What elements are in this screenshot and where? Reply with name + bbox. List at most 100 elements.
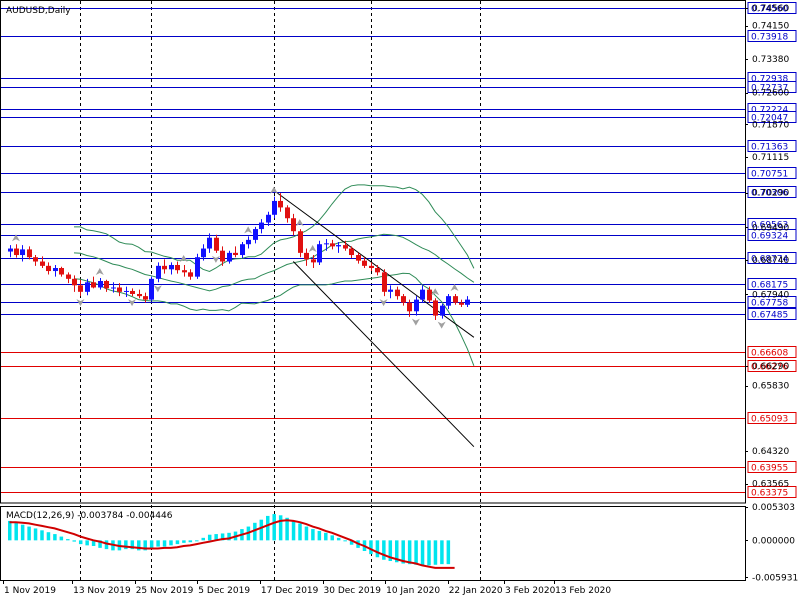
- bullish-candle: [124, 286, 129, 298]
- bearish-candle: [343, 240, 348, 251]
- macd-histogram-bar: [195, 540, 199, 542]
- candle-body: [330, 243, 335, 247]
- bearish-candle: [298, 229, 303, 258]
- level-label-box: [747, 167, 797, 179]
- bearish-candle: [395, 286, 400, 300]
- bullish-candle: [8, 245, 13, 258]
- macd-histogram-bar: [317, 530, 322, 541]
- candle-body: [304, 252, 309, 260]
- macd-histogram-bar: [78, 540, 83, 545]
- date-tick-label: 1 Nov 2019: [4, 586, 56, 596]
- candle-body: [414, 299, 419, 312]
- bullish-candle: [207, 233, 212, 253]
- fractal-up-icon: [269, 186, 278, 194]
- macd-histogram-bar: [414, 540, 418, 565]
- horizontal-levels: [1, 8, 745, 493]
- price-tick-label: 0.68740: [752, 256, 789, 266]
- fractal-up-icon: [244, 226, 253, 234]
- bullish-candle: [156, 262, 161, 283]
- candle-body: [285, 207, 290, 219]
- candle-body: [188, 272, 193, 277]
- bearish-candle: [175, 261, 180, 274]
- candle-body: [465, 299, 470, 305]
- macd-histogram-bar: [33, 528, 38, 541]
- level-label-box: [747, 461, 797, 473]
- price-tick-label: 0.64320: [752, 447, 789, 457]
- macd-histogram-bar: [14, 522, 18, 541]
- fractal-down-icon: [437, 321, 446, 329]
- candle-body: [195, 257, 200, 277]
- bullish-candle: [414, 296, 419, 316]
- candle-body: [175, 264, 180, 271]
- bearish-candle: [214, 234, 219, 253]
- bullish-candle: [317, 240, 322, 265]
- bearish-candle: [220, 246, 225, 266]
- macd-histogram-bar: [66, 539, 70, 541]
- macd-tick-label: 0.005303: [752, 503, 795, 513]
- candle-body: [459, 302, 464, 305]
- bollinger-upper-line: [74, 184, 475, 273]
- chart-frames: [0, 0, 746, 581]
- macd-histogram-bar: [401, 540, 405, 564]
- level-label: 0.71363: [751, 143, 788, 153]
- candle-body: [78, 285, 83, 292]
- level-label: 0.69563: [751, 221, 788, 231]
- bearish-candle: [356, 252, 361, 264]
- fractal-up-icon: [11, 234, 20, 242]
- candle-body: [259, 222, 264, 230]
- macd-histogram-bar: [343, 540, 347, 542]
- date-tick-label: 22 Jan 2020: [449, 586, 503, 596]
- macd-histogram-bar: [407, 540, 412, 565]
- macd-histogram-bar: [369, 540, 373, 555]
- macd-histogram-bar: [388, 540, 393, 562]
- date-tick-label: 17 Dec 2019: [261, 586, 319, 596]
- macd-histogram-bar: [162, 540, 167, 547]
- fractal-up-icon: [450, 283, 459, 291]
- macd-histogram-bar: [395, 540, 399, 563]
- fractal-down-icon: [211, 255, 220, 263]
- macd-histogram-bar: [156, 540, 160, 547]
- bullish-candle: [195, 253, 200, 279]
- bearish-candle: [459, 299, 464, 307]
- bearish-candle: [304, 248, 309, 266]
- macd-tick-label: -0.005931: [752, 573, 798, 583]
- bearish-candle: [91, 276, 96, 289]
- level-label-box: [747, 412, 797, 424]
- candle-body: [227, 252, 232, 262]
- macd-signal-line: [9, 519, 455, 569]
- fractal-down-icon: [128, 299, 137, 307]
- candle-body: [156, 265, 161, 279]
- macd-frame: [0, 506, 746, 581]
- bearish-candle: [330, 239, 335, 250]
- macd-histogram-bar: [382, 540, 386, 560]
- candle-body: [85, 282, 90, 292]
- fractal-up-icon: [95, 267, 104, 275]
- macd-histogram-bar: [272, 514, 276, 541]
- candle-body: [59, 268, 64, 275]
- macd-histogram-bar: [285, 517, 289, 541]
- level-label: 0.72737: [751, 84, 788, 94]
- macd-panel: [8, 514, 455, 569]
- bearish-candle: [137, 289, 142, 299]
- bullish-candle: [149, 276, 154, 302]
- macd-histogram-bar: [349, 540, 354, 545]
- bullish-candle: [201, 244, 206, 261]
- bullish-candle: [440, 303, 445, 319]
- level-label: 0.67758: [751, 299, 788, 309]
- date-axis: 1 Nov 2019 13 Nov 2019 25 Nov 2019 5 Dec 20…: [3, 580, 611, 596]
- bullish-candle: [240, 242, 245, 259]
- level-label: 0.65093: [751, 415, 788, 425]
- bearish-candle: [182, 264, 187, 277]
- level-label: 0.72224: [751, 106, 788, 116]
- bullish-candle: [465, 296, 470, 307]
- macd-histogram-bar: [227, 532, 231, 541]
- macd-histogram-bar: [427, 540, 431, 566]
- price-tick-label: 0.69490: [752, 223, 789, 233]
- bearish-candle: [162, 259, 167, 274]
- candle-body: [53, 268, 58, 272]
- bullish-candle: [272, 196, 277, 219]
- macd-tick-label: 0.000000: [752, 536, 795, 546]
- candle-body: [253, 229, 258, 240]
- candle-body: [311, 259, 316, 263]
